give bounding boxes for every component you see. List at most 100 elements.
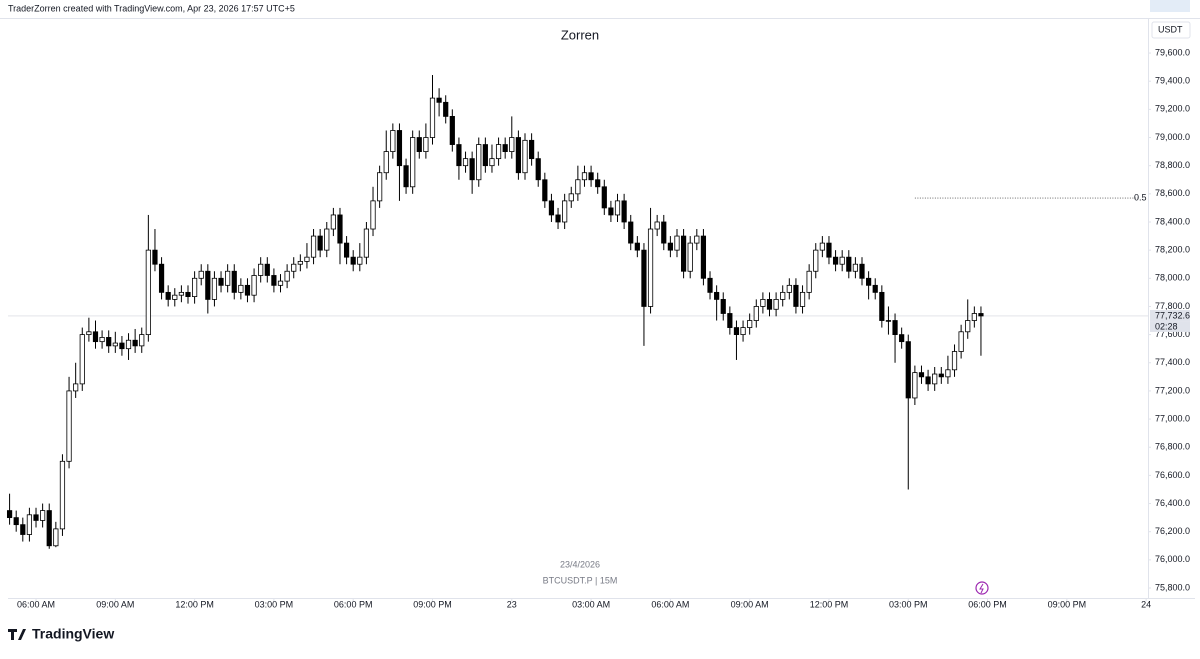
brand: TradingView: [32, 626, 114, 642]
candle-body: [839, 256, 845, 265]
candle-body: [13, 517, 19, 526]
candle-body: [905, 341, 911, 399]
candle-body: [852, 263, 859, 272]
candle-body: [793, 284, 799, 307]
candle-body: [165, 291, 171, 300]
candle-body: [317, 235, 323, 251]
candle-body: [700, 235, 707, 279]
candle-body: [132, 339, 138, 347]
logo-icon: [8, 629, 26, 640]
y-tick-label: 76,200.0: [1155, 526, 1190, 536]
candle-body: [760, 299, 766, 307]
candle-body: [495, 144, 502, 160]
candle-body: [595, 179, 601, 188]
countdown-badge: [1150, 321, 1190, 332]
candle-body: [918, 372, 925, 378]
candle-body: [714, 291, 720, 300]
x-tick-label: 12:00 PM: [810, 599, 849, 609]
candle-body: [284, 270, 290, 282]
candle-body: [416, 137, 422, 152]
candle-body: [614, 200, 621, 216]
candle-body: [562, 200, 568, 223]
candle-body: [938, 373, 944, 378]
candle-body: [766, 299, 773, 310]
candle-body: [628, 221, 634, 244]
candle-body: [6, 510, 13, 519]
candle-body: [813, 249, 819, 272]
candle-body: [799, 291, 806, 307]
y-tick-label: 78,800.0: [1155, 160, 1190, 170]
candle-body: [258, 263, 264, 276]
candle-body: [66, 390, 72, 462]
candle-body: [238, 284, 244, 293]
candle-body: [575, 179, 581, 195]
candle-body: [509, 137, 515, 152]
candle-body: [522, 139, 528, 174]
y-tick-label: 77,800.0: [1155, 301, 1190, 311]
candle-body: [806, 270, 812, 293]
candle-body: [92, 331, 99, 343]
candle-body: [40, 510, 46, 521]
y-tick-label: 76,600.0: [1155, 470, 1190, 480]
candle-body: [971, 313, 977, 321]
candle-body: [53, 528, 59, 547]
y-tick-label: 79,600.0: [1155, 47, 1190, 57]
y-tick-label: 78,600.0: [1155, 188, 1190, 198]
y-tick-label: 79,400.0: [1155, 76, 1190, 86]
candle-body: [390, 130, 396, 152]
candle-body: [535, 158, 541, 181]
candle-body: [185, 291, 191, 297]
candle-body: [819, 242, 825, 251]
candle-body: [694, 235, 700, 244]
candle-body: [33, 514, 39, 521]
event-icon[interactable]: [975, 581, 989, 595]
countdown: 02:28: [1155, 321, 1178, 331]
x-tick-label: 09:00 PM: [1048, 599, 1087, 609]
x-tick-label: 09:00 AM: [96, 599, 134, 609]
candle-body: [826, 242, 832, 258]
candle-body: [436, 97, 442, 103]
candle-body: [172, 294, 178, 300]
candle-body: [502, 144, 508, 152]
candle-body: [125, 339, 132, 350]
x-tick-label: 06:00 PM: [968, 599, 1007, 609]
candle-body: [244, 284, 251, 296]
y-tick-label: 77,200.0: [1155, 385, 1190, 395]
candle-body: [958, 331, 964, 352]
candle-body: [310, 235, 317, 258]
candle-body: [581, 172, 588, 181]
y-tick-label: 78,200.0: [1155, 245, 1190, 255]
candle-body: [423, 137, 429, 152]
candle-body: [641, 249, 647, 307]
candle-body: [965, 320, 971, 333]
candle-body: [780, 291, 786, 300]
candle-body: [899, 334, 905, 343]
candle-body: [872, 284, 878, 293]
y-tick-label: 78,000.0: [1155, 273, 1190, 283]
candle-body: [205, 270, 211, 300]
candle-body: [449, 116, 455, 145]
candle-body: [139, 334, 145, 347]
candle-body: [370, 200, 376, 230]
candle-body: [73, 383, 79, 392]
candle-body: [462, 158, 469, 167]
candle-body: [383, 151, 389, 174]
y-tick-label: 76,400.0: [1155, 498, 1190, 508]
candle-body: [707, 277, 713, 293]
candle-body: [568, 193, 574, 202]
candle-body: [469, 158, 475, 181]
candle-body: [158, 263, 165, 293]
candle-body: [198, 270, 204, 279]
candle-body: [846, 256, 852, 272]
candle-body: [271, 275, 277, 286]
candle-body: [951, 351, 958, 371]
candle-body: [634, 242, 640, 251]
candle-body: [192, 277, 198, 297]
candle-body: [489, 158, 495, 167]
y-tick-label: 75,800.0: [1155, 582, 1190, 592]
candle-body: [211, 277, 218, 300]
candle-body: [350, 256, 356, 265]
candle-body: [297, 261, 303, 265]
candle-body: [912, 372, 918, 399]
candle-body: [456, 144, 462, 167]
